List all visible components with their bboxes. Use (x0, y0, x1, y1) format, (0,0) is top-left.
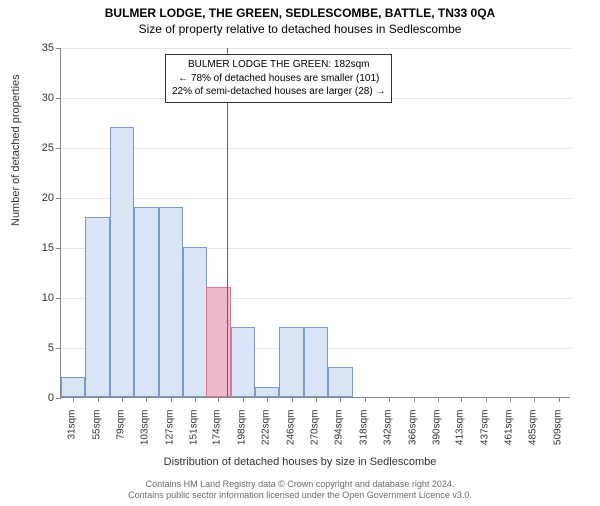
ytick-mark (56, 148, 61, 149)
annotation-line3: 22% of semi-detached houses are larger (… (172, 85, 385, 99)
ytick-label: 5 (0, 342, 54, 354)
xtick-mark (461, 397, 462, 402)
xtick-mark (559, 397, 560, 402)
xtick-label: 437sqm (479, 410, 490, 460)
xtick-label: 294sqm (334, 410, 345, 460)
xtick-mark (243, 397, 244, 402)
histogram-bar (85, 217, 109, 397)
footer-line1: Contains HM Land Registry data © Crown c… (0, 479, 600, 491)
xtick-mark (73, 397, 74, 402)
xtick-mark (438, 397, 439, 402)
xtick-mark (365, 397, 366, 402)
histogram-bar (231, 327, 255, 397)
chart-area: BULMER LODGE THE GREEN: 182sqm ← 78% of … (60, 48, 570, 398)
ytick-mark (56, 348, 61, 349)
histogram-bar (304, 327, 328, 397)
gridline (61, 48, 571, 49)
xtick-label: 151sqm (189, 410, 200, 460)
gridline (61, 148, 571, 149)
xtick-mark (340, 397, 341, 402)
xtick-label: 31sqm (67, 410, 78, 460)
ytick-label: 0 (0, 392, 54, 404)
ytick-mark (56, 98, 61, 99)
ytick-label: 15 (0, 242, 54, 254)
xtick-label: 198sqm (236, 410, 247, 460)
xtick-label: 461sqm (504, 410, 515, 460)
xtick-mark (267, 397, 268, 402)
xtick-label: 390sqm (431, 410, 442, 460)
annotation-line2: ← 78% of detached houses are smaller (10… (172, 72, 385, 86)
ytick-label: 20 (0, 192, 54, 204)
histogram-bar (328, 367, 352, 397)
ytick-label: 10 (0, 292, 54, 304)
xtick-label: 509sqm (552, 410, 563, 460)
annotation-line1: BULMER LODGE THE GREEN: 182sqm (172, 58, 385, 72)
xtick-label: 413sqm (455, 410, 466, 460)
ytick-mark (56, 48, 61, 49)
ytick-label: 30 (0, 92, 54, 104)
xtick-label: 246sqm (285, 410, 296, 460)
ytick-mark (56, 398, 61, 399)
xtick-mark (122, 397, 123, 402)
histogram-bar (279, 327, 303, 397)
chart-title-sub: Size of property relative to detached ho… (0, 22, 600, 36)
histogram-bar (134, 207, 158, 397)
xtick-label: 366sqm (407, 410, 418, 460)
ytick-mark (56, 248, 61, 249)
xtick-mark (195, 397, 196, 402)
xtick-mark (218, 397, 219, 402)
ytick-mark (56, 298, 61, 299)
xtick-label: 342sqm (383, 410, 394, 460)
ytick-label: 25 (0, 142, 54, 154)
xtick-label: 485sqm (528, 410, 539, 460)
histogram-bar (110, 127, 134, 397)
xtick-label: 127sqm (164, 410, 175, 460)
xtick-label: 270sqm (310, 410, 321, 460)
ytick-label: 35 (0, 42, 54, 54)
xtick-label: 318sqm (358, 410, 369, 460)
xtick-label: 222sqm (261, 410, 272, 460)
gridline (61, 198, 571, 199)
ytick-mark (56, 198, 61, 199)
footer-line2: Contains public sector information licen… (0, 490, 600, 502)
xtick-mark (414, 397, 415, 402)
xtick-mark (146, 397, 147, 402)
footer: Contains HM Land Registry data © Crown c… (0, 479, 600, 502)
annotation-box: BULMER LODGE THE GREEN: 182sqm ← 78% of … (165, 54, 392, 103)
xtick-mark (510, 397, 511, 402)
xtick-mark (292, 397, 293, 402)
xtick-mark (171, 397, 172, 402)
xtick-mark (98, 397, 99, 402)
histogram-bar (159, 207, 183, 397)
xtick-label: 103sqm (140, 410, 151, 460)
xtick-mark (316, 397, 317, 402)
chart-title-main: BULMER LODGE, THE GREEN, SEDLESCOMBE, BA… (0, 6, 600, 20)
xtick-label: 55sqm (91, 410, 102, 460)
histogram-bar (183, 247, 207, 397)
xtick-label: 79sqm (115, 410, 126, 460)
xtick-label: 174sqm (212, 410, 223, 460)
xtick-mark (389, 397, 390, 402)
histogram-bar (255, 387, 279, 397)
histogram-bar (61, 377, 85, 397)
xtick-mark (534, 397, 535, 402)
xtick-mark (486, 397, 487, 402)
